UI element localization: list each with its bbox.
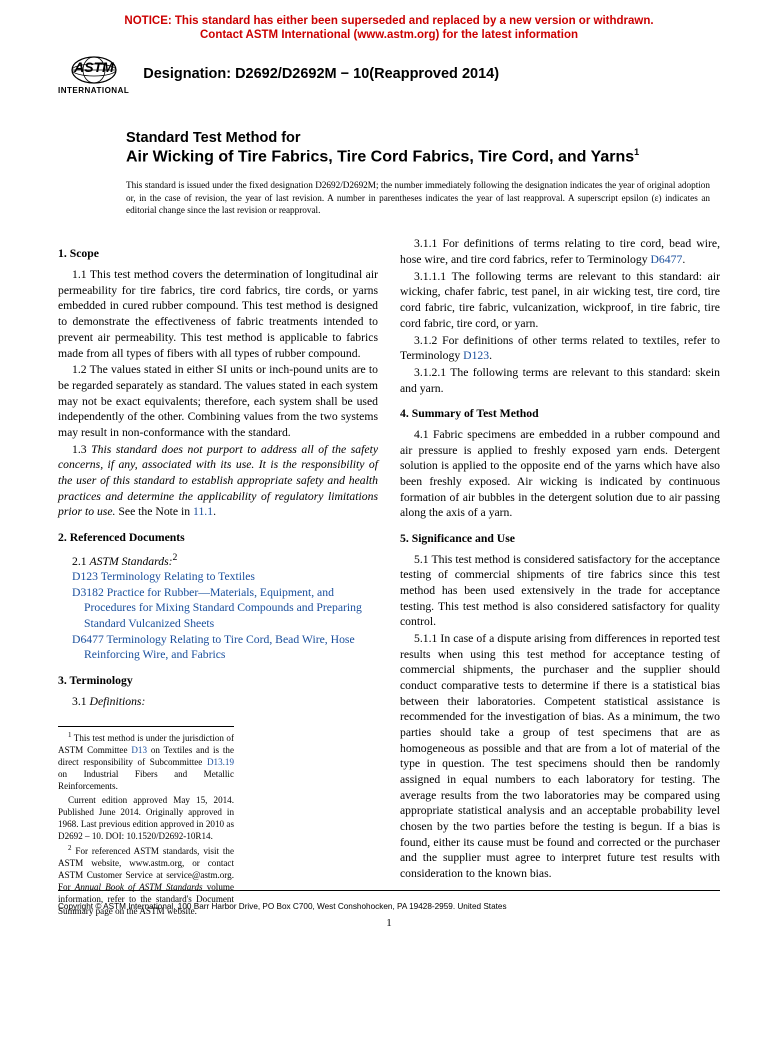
astm-logo: ASTM INTERNATIONAL: [58, 53, 129, 95]
link-11-1[interactable]: 11.1: [193, 505, 213, 518]
issuance-note: This standard is issued under the fixed …: [126, 179, 720, 216]
footnote-1-c: on Industrial Fibers and Metallic Reinfo…: [58, 769, 234, 791]
ref-d6477[interactable]: D6477 Terminology Relating to Tire Cord,…: [58, 632, 378, 663]
notice-line-2: Contact ASTM International (www.astm.org…: [200, 29, 578, 41]
para-3-1-2-text: 3.1.2 For definitions of other terms rel…: [400, 334, 720, 363]
section-5-head: 5. Significance and Use: [400, 531, 720, 547]
ref-d6477-title: Terminology Relating to Tire Cord, Bead …: [84, 633, 355, 662]
designation-text: Designation: D2692/D2692M − 10(Reapprove…: [143, 66, 499, 82]
para-3-1-2-period: .: [489, 349, 492, 362]
sub-2-1-num: 2.1: [72, 554, 90, 567]
subsection-2-1: 2.1 ASTM Standards:2: [58, 551, 378, 570]
sub-2-1-footnote: 2: [173, 552, 178, 563]
para-4-1: 4.1 Fabric specimens are embedded in a r…: [400, 427, 720, 521]
notice-line-1: NOTICE: This standard has either been su…: [124, 15, 653, 27]
para-3-1-2-1: 3.1.2.1 The following terms are relevant…: [400, 365, 720, 396]
copyright-line: Copyright © ASTM International, 100 Barr…: [58, 902, 507, 911]
section-2-head: 2. Referenced Documents: [58, 530, 378, 546]
title-main: Air Wicking of Tire Fabrics, Tire Cord F…: [126, 147, 720, 167]
ref-d3182-title: Practice for Rubber—Materials, Equipment…: [84, 586, 362, 630]
body-columns: 1. Scope 1.1 This test method covers the…: [58, 236, 720, 918]
header-row: ASTM INTERNATIONAL Designation: D2692/D2…: [58, 53, 720, 95]
ref-d3182-code: D3182: [72, 586, 104, 599]
para-3-1-1: 3.1.1 For definitions of terms relating …: [400, 236, 720, 267]
section-3-head: 3. Terminology: [58, 673, 378, 689]
title-prefix: Standard Test Method for: [126, 129, 720, 147]
ref-d3182[interactable]: D3182 Practice for Rubber—Materials, Equ…: [58, 585, 378, 632]
link-d13-19[interactable]: D13.19: [207, 757, 234, 767]
link-d6477-inline[interactable]: D6477: [650, 253, 682, 266]
title-block: Standard Test Method for Air Wicking of …: [126, 129, 720, 167]
svg-text:ASTM: ASTM: [73, 59, 114, 75]
para-3-1-1-period: .: [682, 253, 685, 266]
para-5-1: 5.1 This test method is considered satis…: [400, 552, 720, 630]
ref-d123[interactable]: D123 Terminology Relating to Textiles: [58, 569, 378, 585]
para-1-3-tail: See the Note in: [115, 505, 193, 518]
para-5-1-1: 5.1.1 In case of a dispute arising from …: [400, 631, 720, 882]
section-1-head: 1. Scope: [58, 246, 378, 262]
para-1-3-period: .: [213, 505, 216, 518]
para-1-3-italic: This standard does not purport to addres…: [58, 443, 378, 519]
astm-logo-text: INTERNATIONAL: [58, 86, 129, 95]
title-main-text: Air Wicking of Tire Fabrics, Tire Cord F…: [126, 148, 634, 165]
section-4-head: 4. Summary of Test Method: [400, 406, 720, 422]
para-3-1-label: Definitions:: [90, 695, 146, 708]
para-1-3: 1.3 This standard does not purport to ad…: [58, 442, 378, 520]
para-3-1: 3.1 Definitions:: [58, 694, 378, 710]
link-d123-inline[interactable]: D123: [463, 349, 489, 362]
link-d13[interactable]: D13: [131, 745, 147, 755]
sub-2-1-label: ASTM Standards:: [90, 554, 173, 567]
para-1-1: 1.1 This test method covers the determin…: [58, 267, 378, 361]
ref-d123-title: Terminology Relating to Textiles: [98, 570, 255, 583]
title-footnote-marker: 1: [634, 147, 639, 157]
page-number: 1: [0, 917, 778, 929]
para-3-1-num: 3.1: [72, 695, 90, 708]
supersession-notice: NOTICE: This standard has either been su…: [58, 14, 720, 43]
para-3-1-1-1: 3.1.1.1 The following terms are relevant…: [400, 269, 720, 332]
para-1-3-num: 1.3: [72, 443, 91, 456]
para-3-1-2: 3.1.2 For definitions of other terms rel…: [400, 333, 720, 364]
bottom-rule: [58, 890, 720, 891]
astm-globe-icon: ASTM: [68, 53, 120, 85]
footnote-1: 1 This test method is under the jurisdic…: [58, 731, 234, 792]
para-1-2: 1.2 The values stated in either SI units…: [58, 362, 378, 440]
left-column: 1. Scope 1.1 This test method covers the…: [58, 236, 378, 918]
ref-d6477-code: D6477: [72, 633, 104, 646]
ref-d123-code: D123: [72, 570, 98, 583]
page: NOTICE: This standard has either been su…: [0, 0, 778, 939]
footnote-1-cont: Current edition approved May 15, 2014. P…: [58, 794, 234, 842]
footnotes-block: 1 This test method is under the jurisdic…: [58, 726, 234, 917]
right-column: 3.1.1 For definitions of terms relating …: [400, 236, 720, 918]
